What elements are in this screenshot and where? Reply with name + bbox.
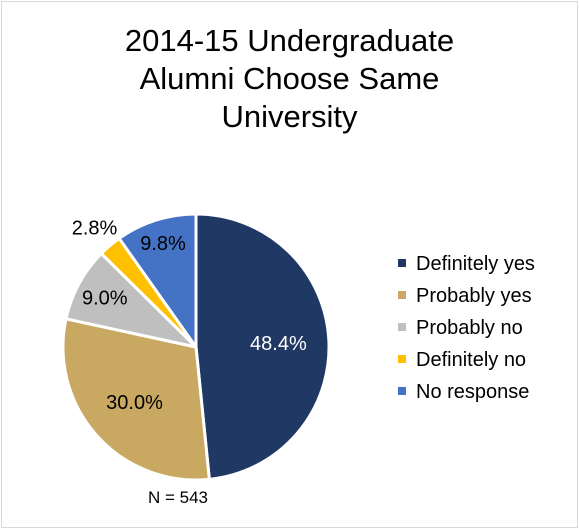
- chart-title: 2014-15 Undergraduate Alumni Choose Same…: [0, 22, 579, 136]
- legend: Definitely yes Probably yes Probably no …: [398, 248, 535, 408]
- pie-slice-definitely-yes: [194, 212, 331, 481]
- data-label-probably-yes: 30.0%: [106, 392, 163, 414]
- pie-data-labels: 48.4% 30.0% 9.0% 2.8% 9.8%: [72, 217, 307, 414]
- chart-title-line-1: 2014-15 Undergraduate: [124, 23, 455, 58]
- legend-item-definitely-no: Definitely no: [398, 344, 535, 376]
- legend-item-definitely-yes: Definitely yes: [398, 248, 535, 280]
- pie-slice-no-response: [117, 212, 198, 349]
- legend-swatch-no-response: [398, 386, 406, 395]
- chart-title-line-3: University: [221, 99, 358, 134]
- legend-label-no-response: No response: [416, 381, 530, 403]
- data-label-definitely-yes: 48.4%: [250, 333, 307, 355]
- legend-label-definitely-no: Definitely no: [416, 349, 527, 371]
- legend-item-probably-no: Probably no: [398, 312, 535, 344]
- chart-title-line-2: Alumni Choose Same: [139, 61, 440, 96]
- pie-slice-probably-yes: [61, 317, 211, 482]
- data-label-definitely-no: 2.8%: [72, 217, 118, 239]
- legend-swatch-definitely-yes: [398, 258, 406, 267]
- legend-item-probably-yes: Probably yes: [398, 280, 535, 312]
- legend-label-definitely-yes: Definitely yes: [416, 253, 535, 275]
- legend-swatch-probably-no: [398, 322, 406, 331]
- data-label-no-response: 9.8%: [140, 233, 186, 255]
- legend-swatch-definitely-no: [398, 354, 406, 363]
- legend-label-probably-no: Probably no: [416, 317, 523, 339]
- legend-label-probably-yes: Probably yes: [416, 285, 532, 307]
- legend-swatch-probably-yes: [398, 290, 406, 299]
- data-label-probably-no: 9.0%: [82, 288, 128, 310]
- legend-item-no-response: No response: [398, 376, 535, 408]
- sample-size-note: N = 543: [148, 488, 209, 507]
- pie-slices: [61, 212, 331, 482]
